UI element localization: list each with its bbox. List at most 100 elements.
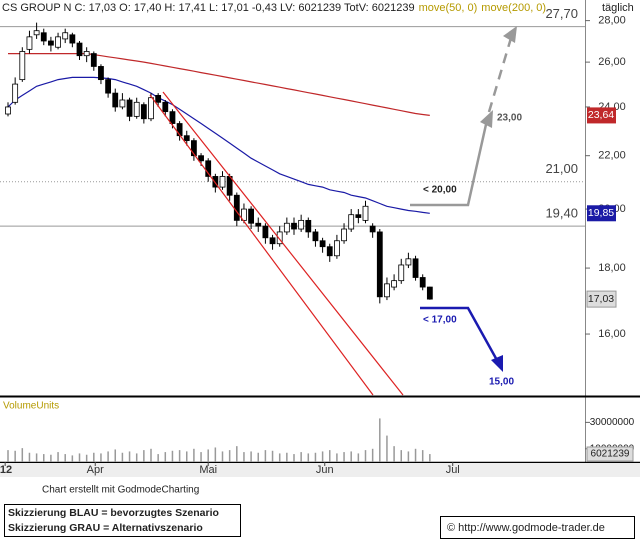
arrowhead [480,110,493,128]
legend-entry: move(200, 0) [481,2,546,14]
candle-body [26,36,33,50]
annotation: < 20,00 [423,185,457,196]
volume-bar [336,453,338,462]
volume-title: VolumeUnits [3,401,59,412]
volume-bar [135,453,138,462]
candle-body [205,160,212,177]
candle-body [133,101,140,117]
candle-body [105,79,112,94]
x-tick-label: Mai [199,464,217,476]
volume-bar [28,452,31,462]
volume-bar [421,450,424,462]
volume-bar [43,454,45,462]
volume-bar [64,454,66,462]
candle-body [112,92,119,108]
volume-bar [35,453,38,462]
volume-bar [414,448,417,462]
volume-bar [93,452,95,462]
volume-bar [14,450,16,462]
blue-scenario [420,306,500,363]
candle-body [269,237,276,245]
header: CS GROUP N C: 17,03 O: 17,40 H: 17,41 L:… [2,2,546,14]
legend-entry: move(50, 0) [419,2,478,14]
candle-body [5,106,11,115]
volume-bar [50,454,52,462]
x-tick-label: 12 [0,464,12,476]
candle-body [40,32,47,42]
y-tick-label: 26,00 [598,56,626,68]
level-label: 27,70 [545,6,578,21]
value-label: 23,64 [588,109,614,121]
y-tick-label: 18,00 [598,262,626,274]
candle-body [398,264,405,282]
candle-body [362,205,369,221]
volume-bar [379,418,381,462]
volume-bar [407,451,410,462]
candle-body [319,240,326,248]
candle-body [305,219,312,233]
volume-bar [243,452,245,462]
volume-bar [264,450,267,462]
volume-bar [207,449,209,462]
volume-bar [343,452,345,462]
candle-body [119,99,126,108]
volume-bar [193,448,195,462]
volume-bar [157,454,159,462]
candle-body [90,53,97,67]
candle-body [19,51,26,81]
candle-body [283,222,290,233]
candle-body [140,104,147,120]
volume-bar [186,451,188,462]
annotation: < 17,00 [423,315,457,326]
gray-scenario [410,119,489,207]
volume-bar [364,450,367,462]
candle-body [291,222,297,230]
candle-body [162,101,169,113]
volume-bar [21,448,24,462]
candle-body [33,30,40,36]
candle-body [341,228,347,242]
volume-bar [350,451,352,462]
gray-scenario-dashed [487,37,513,113]
volume-bar [221,451,224,462]
candle-body [376,231,383,298]
candle-body [191,140,197,157]
volume-bar [150,448,152,462]
volume-bar [300,452,302,462]
volume-bar [307,453,310,462]
level-label: 19,40 [545,206,578,221]
candle-body [212,176,219,188]
trend-channel [162,91,404,396]
volume-bar [250,451,252,462]
volume-bar [314,452,317,462]
candle-body [419,277,426,288]
value-box [586,290,617,308]
legend-line: Skizzierung BLAU = bevorzugtes Szenario [8,507,219,519]
candle-body [148,97,154,120]
y-tick-label: 16,00 [598,328,626,340]
arrowhead [503,26,517,43]
candle-body [233,194,240,221]
candle-body [248,208,255,224]
x-tick-label: Jul [446,464,460,476]
volume-bar [371,448,374,462]
volume-bar [236,446,238,462]
volume-bar [286,452,288,462]
volume-bar [400,450,402,462]
legend-line: Skizzierung GRAU = Alternativszenario [8,522,203,534]
candle-body [262,225,269,239]
candle-body [405,258,412,266]
candle-body [126,99,133,117]
value-box [587,107,616,124]
axis-strip [586,0,640,462]
y-tick-label: 28,00 [598,15,626,27]
volume-bar [321,451,324,462]
annotation: 23,00 [497,113,522,124]
volume-bar [329,450,331,462]
volume-bar [293,454,295,462]
volume-bar [78,453,81,462]
volume-bar [128,451,131,462]
candle-body [12,83,19,103]
header-text: CS GROUP N C: 17,03 O: 17,40 H: 17,41 L:… [2,2,415,14]
candle-body [241,208,247,221]
